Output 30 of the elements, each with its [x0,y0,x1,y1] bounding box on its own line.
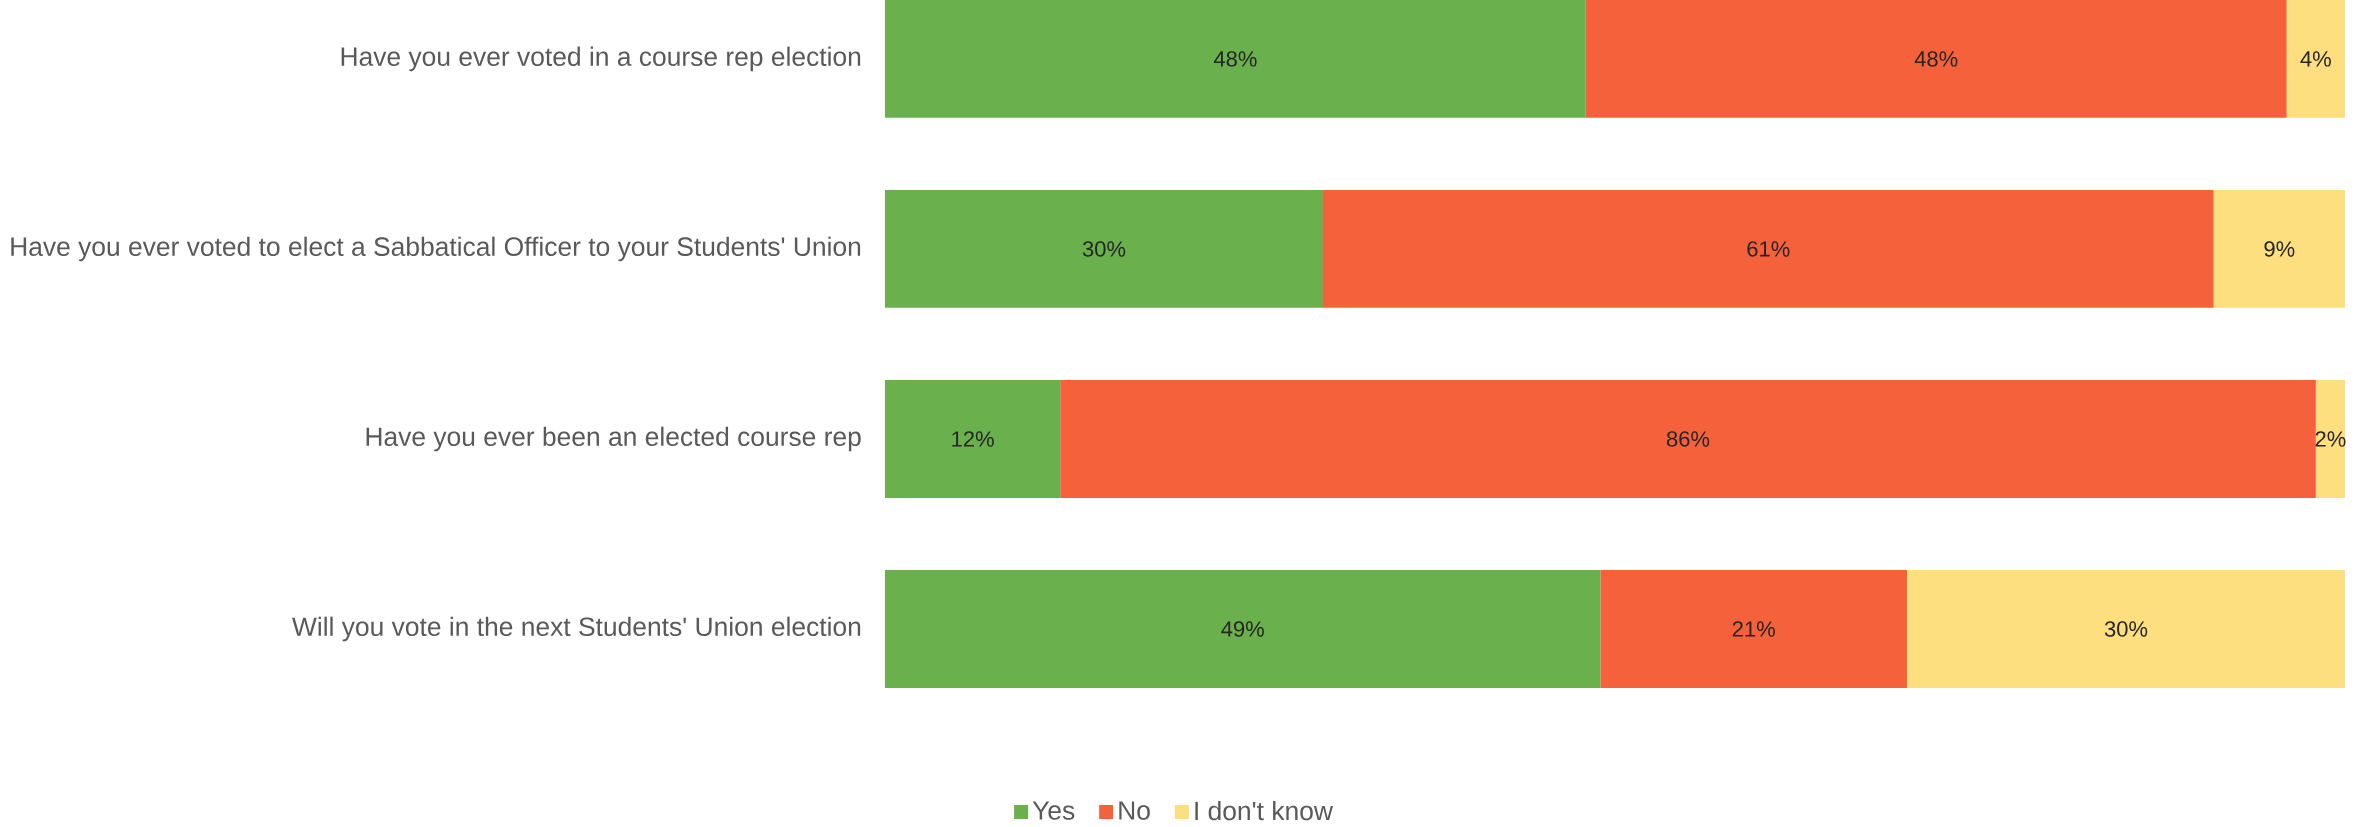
bar [2286,0,2345,118]
data-label: 30% [2104,621,2148,637]
data-label: 48% [1914,51,1958,67]
data-label: 61% [1747,241,1790,257]
y-tick-label: Have you ever voted to elect a Sabbatical Officer to your Students' Union [11,236,861,262]
bar [885,570,1601,688]
data-label: 86% [1666,431,1710,447]
data-label: 48% [1213,51,1257,67]
data-label: 30% [1082,241,1126,257]
bar [1060,380,2316,498]
bar [2315,380,2345,498]
bar [885,190,1323,308]
bar [1585,0,2287,118]
bar [1907,570,2345,688]
y-tick-label: Have you ever voted in a course rep election [341,46,861,72]
legend-label: I don't know [1195,800,1334,821]
legend-label: No [1119,801,1150,820]
bar [885,380,1061,498]
bar [1323,190,2214,308]
bar [1600,570,1908,688]
data-label: 9% [2264,241,2295,257]
data-label: 4% [2300,51,2331,67]
data-label: 21% [1732,621,1775,637]
bar [885,0,1586,118]
data-label: 49% [1221,621,1264,637]
legend-label: Yes [1032,801,1075,820]
y-tick-label: Will you vote in the next Students' Union election [292,616,861,642]
data-label: 12% [952,431,994,447]
bar [2213,190,2345,308]
y-tick-label: Have you ever been an elected course rep [366,426,861,452]
